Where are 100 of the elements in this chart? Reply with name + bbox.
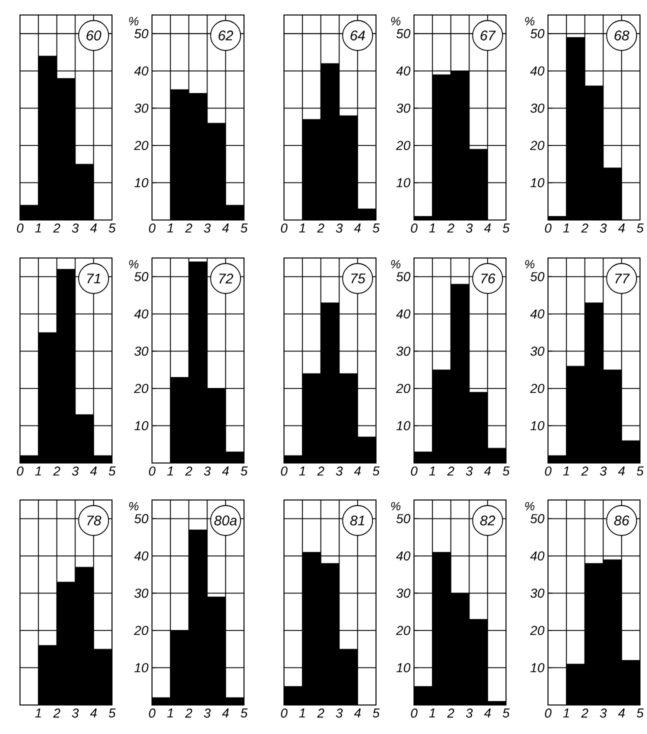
x-tick-label: 0 bbox=[544, 466, 552, 476]
y-tick-label: 50 bbox=[396, 29, 410, 38]
x-tick-label: 0 bbox=[410, 466, 418, 476]
y-tick-label: 30 bbox=[530, 588, 544, 598]
y-axis-title: % bbox=[391, 16, 400, 26]
y-tick-label: 50 bbox=[396, 272, 410, 282]
text: 71 bbox=[87, 274, 100, 284]
y-tick-label: 20 bbox=[134, 140, 148, 150]
x-tick-label: 2 bbox=[317, 708, 324, 718]
y-tick-label: 30 bbox=[396, 346, 410, 356]
x-tick-label: 0 bbox=[148, 466, 156, 476]
y-tick-label: 10 bbox=[530, 663, 544, 672]
y-tick-label: 30 bbox=[134, 104, 148, 113]
x-tick-label: 1 bbox=[167, 466, 173, 476]
x-tick-label: 3 bbox=[600, 466, 607, 476]
x-tick-label: 4 bbox=[354, 708, 361, 718]
x-tick-label: 4 bbox=[90, 708, 97, 718]
x-tick-label: 1 bbox=[35, 708, 41, 718]
y-tick-label: 30 bbox=[396, 588, 410, 598]
x-tick-label: 1 bbox=[167, 708, 173, 718]
x-tick-label: 0 bbox=[16, 466, 24, 476]
x-tick-label: 2 bbox=[185, 466, 192, 476]
text: 80a bbox=[214, 516, 237, 526]
text: 75 bbox=[351, 274, 366, 284]
y-tick-label: 30 bbox=[530, 346, 544, 356]
x-tick-label: 2 bbox=[581, 224, 588, 233]
x-tick-label: 0 bbox=[16, 224, 24, 233]
x-tick-label: 0 bbox=[544, 708, 552, 718]
y-tick-label: 40 bbox=[134, 551, 148, 560]
y-tick-label: 30 bbox=[396, 104, 410, 113]
x-tick-label: 5 bbox=[502, 708, 510, 718]
x-tick-label: 2 bbox=[53, 466, 60, 476]
x-tick-label: 3 bbox=[466, 224, 473, 233]
x-tick-label: 4 bbox=[354, 224, 361, 232]
y-tick-label: 50 bbox=[396, 514, 410, 524]
x-tick-label: 3 bbox=[204, 224, 211, 233]
x-tick-label: 2 bbox=[185, 224, 192, 233]
text: 81 bbox=[350, 516, 364, 526]
x-tick-label: 1 bbox=[299, 466, 305, 476]
y-tick-label: 40 bbox=[396, 309, 410, 318]
y-axis-title: % bbox=[129, 502, 138, 510]
y-tick-label: 20 bbox=[530, 626, 544, 636]
x-tick-label: 5 bbox=[372, 224, 380, 233]
y-tick-label: 10 bbox=[530, 421, 544, 430]
y-tick-label: 50 bbox=[134, 29, 148, 38]
x-tick-label: 0 bbox=[148, 708, 156, 718]
x-tick-label: 3 bbox=[336, 708, 343, 718]
x-tick-label: 3 bbox=[466, 466, 473, 476]
x-tick-label: 4 bbox=[354, 466, 361, 476]
x-tick-label: 0 bbox=[280, 466, 288, 476]
y-tick-label: 40 bbox=[396, 551, 410, 560]
y-axis-title: % bbox=[129, 16, 138, 26]
x-tick-label: 5 bbox=[108, 466, 116, 476]
y-tick-label: 10 bbox=[134, 663, 148, 672]
x-tick-label: 5 bbox=[108, 224, 116, 233]
text: 78 bbox=[87, 516, 102, 526]
x-tick-label: 1 bbox=[299, 708, 305, 718]
y-tick-label: 30 bbox=[134, 588, 148, 598]
x-tick-label: 3 bbox=[72, 708, 79, 718]
x-tick-label: 3 bbox=[72, 224, 79, 233]
y-tick-label: 10 bbox=[530, 178, 544, 188]
x-tick-label: 0 bbox=[148, 224, 156, 233]
text: 67 bbox=[480, 30, 496, 40]
x-tick-label: 3 bbox=[336, 466, 343, 476]
x-tick-label: 4 bbox=[90, 224, 97, 232]
x-tick-label: 1 bbox=[299, 224, 305, 232]
y-tick-label: 40 bbox=[530, 66, 544, 76]
x-tick-label: 4 bbox=[90, 466, 97, 476]
x-tick-label: 5 bbox=[372, 466, 380, 476]
x-tick-label: 4 bbox=[618, 708, 625, 718]
y-tick-label: 30 bbox=[530, 104, 544, 113]
y-tick-label: 20 bbox=[530, 384, 544, 394]
y-tick-label: 40 bbox=[396, 66, 410, 76]
x-tick-label: 5 bbox=[372, 708, 380, 718]
x-tick-label: 1 bbox=[429, 466, 435, 476]
x-tick-label: 5 bbox=[502, 224, 510, 233]
y-axis-title: % bbox=[391, 502, 400, 510]
text: 76 bbox=[481, 274, 496, 284]
x-tick-label: 5 bbox=[240, 224, 248, 233]
x-tick-label: 2 bbox=[53, 708, 60, 718]
y-tick-label: 40 bbox=[134, 309, 148, 318]
text: 62 bbox=[218, 30, 234, 40]
x-tick-label: 3 bbox=[600, 224, 607, 233]
y-tick-label: 40 bbox=[530, 309, 544, 318]
x-tick-label: 4 bbox=[484, 466, 491, 476]
text: 86 bbox=[614, 516, 630, 526]
y-tick-label: 40 bbox=[530, 551, 544, 560]
x-tick-label: 2 bbox=[447, 466, 454, 476]
x-tick-label: 5 bbox=[636, 708, 644, 718]
x-tick-label: 2 bbox=[317, 224, 324, 233]
x-tick-label: 0 bbox=[544, 224, 552, 233]
y-axis-title: % bbox=[525, 260, 534, 268]
x-tick-label: 3 bbox=[204, 466, 211, 476]
text: 77 bbox=[615, 274, 630, 284]
x-tick-label: 5 bbox=[108, 708, 116, 718]
y-tick-label: 50 bbox=[530, 272, 544, 282]
text: 72 bbox=[219, 274, 234, 284]
y-axis-title: % bbox=[525, 16, 534, 26]
x-tick-label: 3 bbox=[600, 708, 607, 718]
x-tick-label: 3 bbox=[72, 466, 79, 476]
